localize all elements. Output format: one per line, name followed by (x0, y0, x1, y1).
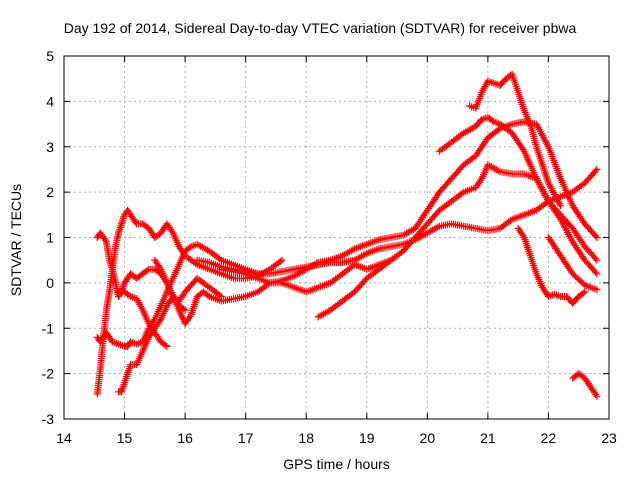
data-points (435, 113, 601, 264)
y-tick-label: -2 (42, 366, 55, 382)
y-tick-label: 2 (46, 184, 54, 200)
data-points (544, 234, 601, 294)
x-tick-label: 17 (238, 430, 254, 446)
series-pass-13 (569, 370, 601, 400)
data-layer (93, 70, 601, 400)
x-tick-label: 23 (601, 430, 617, 446)
y-tick-label: 3 (46, 139, 54, 155)
x-tick-label: 18 (298, 430, 314, 446)
series-pass-6 (151, 256, 395, 328)
data-points (514, 224, 589, 307)
series-pass-12 (514, 224, 589, 307)
plot-frame (63, 55, 610, 420)
series-pass-8 (193, 165, 601, 278)
x-tick-label: 14 (56, 430, 72, 446)
data-points (115, 288, 171, 350)
x-tick-label: 21 (480, 430, 496, 446)
y-tick-label: -1 (42, 320, 55, 336)
chart-title: Day 192 of 2014, Sidereal Day-to-day VTE… (63, 20, 577, 36)
y-tick-label: 5 (46, 48, 54, 64)
x-tick-label: 22 (541, 430, 557, 446)
series-pass-11 (466, 70, 565, 210)
series-pass-10 (435, 113, 601, 264)
x-tick-label: 20 (420, 430, 436, 446)
series-pass-5 (115, 288, 171, 350)
data-points (569, 370, 601, 400)
y-tick-label: 0 (46, 275, 54, 291)
y-tick-label: -3 (42, 411, 55, 427)
x-tick-label: 16 (177, 430, 193, 446)
data-points (93, 206, 286, 398)
x-tick-label: 19 (359, 430, 375, 446)
data-points (151, 256, 395, 328)
series-pass-14 (544, 234, 601, 294)
data-points (466, 70, 565, 210)
series-pass-1 (93, 206, 286, 398)
y-tick-label: 1 (46, 230, 54, 246)
y-tick-label: 4 (46, 93, 54, 109)
data-points (193, 165, 601, 278)
x-tick-label: 15 (117, 430, 133, 446)
x-axis-label: GPS time / hours (283, 456, 390, 472)
